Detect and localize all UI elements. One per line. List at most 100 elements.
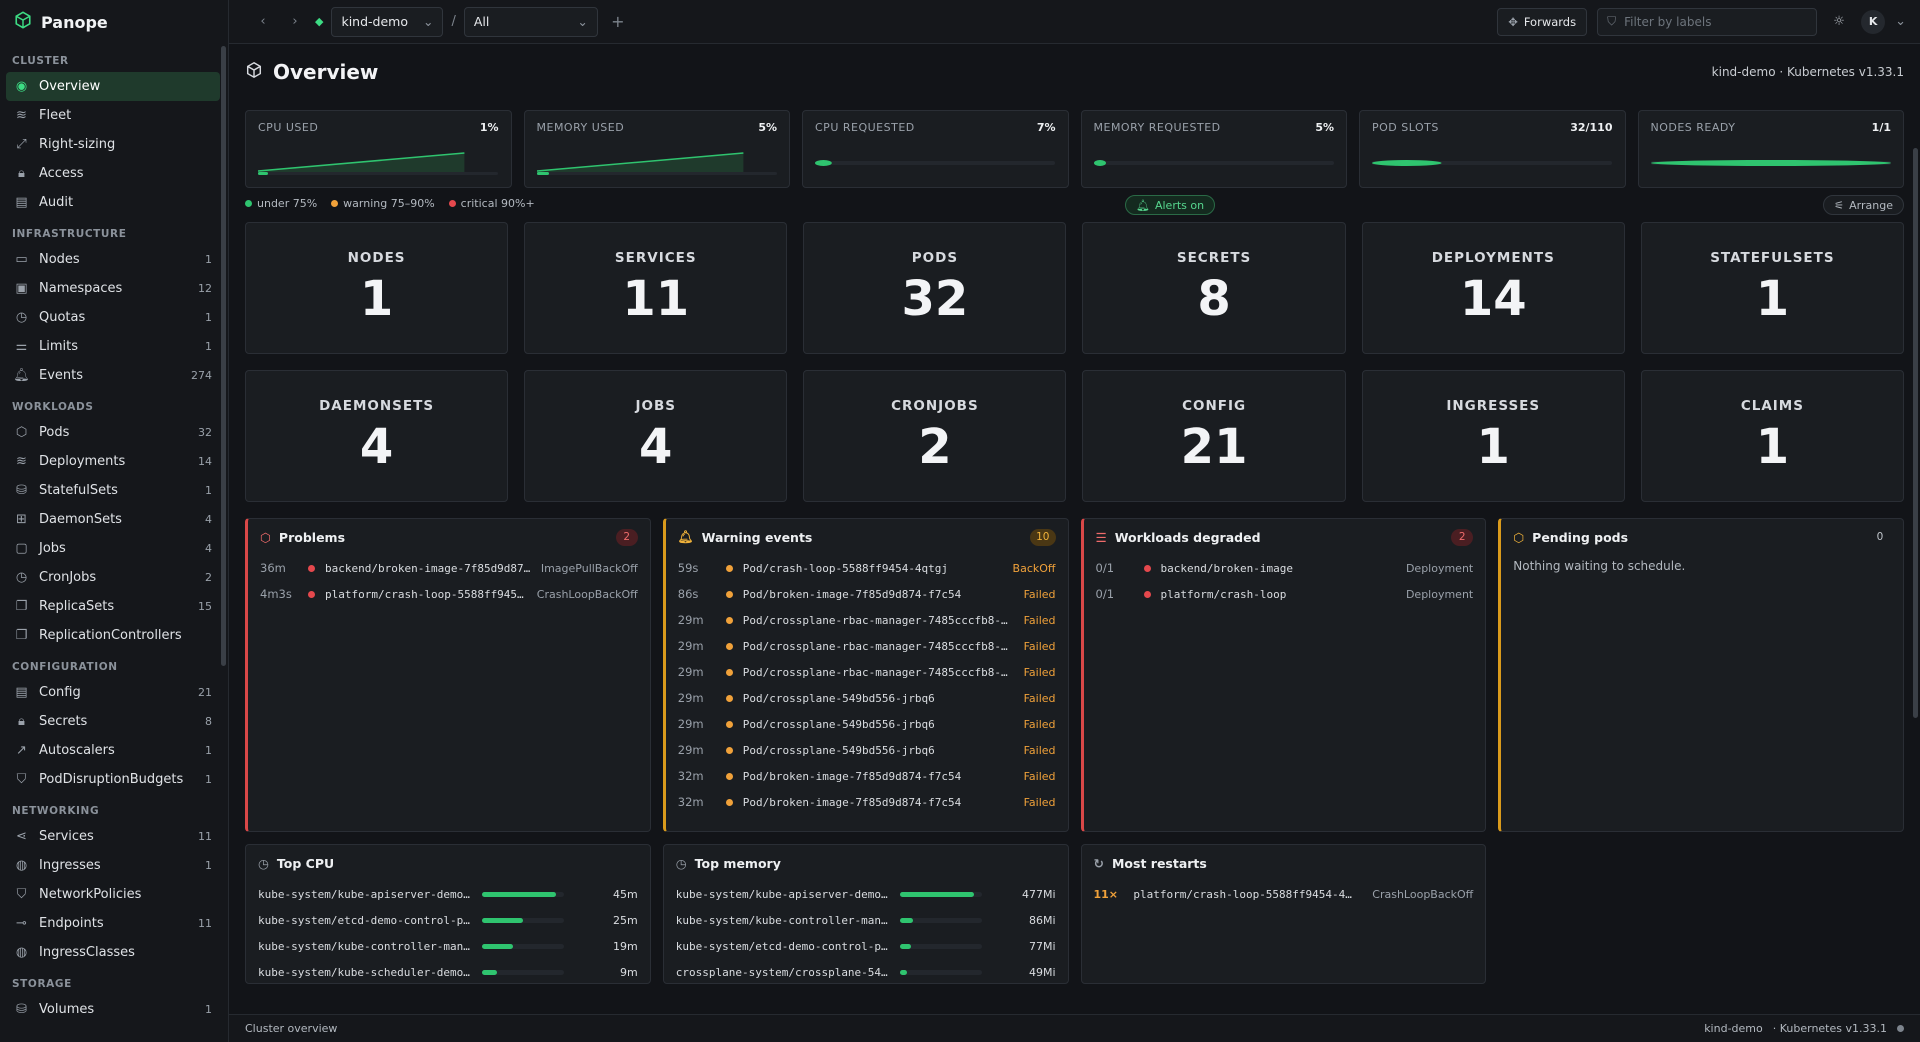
sidebar-item-services[interactable]: ⋖ Services 11 [6,822,220,851]
sidebar-item-cronjobs[interactable]: ◷ CronJobs 2 [6,563,220,592]
sidebar-item-jobs[interactable]: ▢ Jobs 4 [6,534,220,563]
chevron-down-icon[interactable]: ⌄ [1895,14,1906,29]
forward-icon[interactable]: › [292,14,298,29]
add-tab-icon[interactable]: + [611,12,625,31]
meter-value: 7% [1036,121,1056,134]
sidebar-item-secrets[interactable]: 🔒︎ Secrets 8 [6,707,220,736]
stat-card-daemonsets[interactable]: DAEMONSETS 4 [245,370,509,502]
stat-card-statefulsets[interactable]: STATEFULSETS 1 [1640,222,1904,354]
meter-track [815,161,1055,165]
list-item[interactable]: kube-system/etcd-demo-control-p… 77Mi [664,933,1068,959]
sidebar-item-label: Jobs [39,541,66,556]
stat-card-deployments[interactable]: DEPLOYMENTS 14 [1361,222,1625,354]
list-item[interactable]: 0/1 platform/crash-loop Deployment [1084,581,1486,607]
sidebar-item-overview[interactable]: ◉ Overview [6,72,220,101]
sidebar-item-ingressclasses[interactable]: ◍ IngressClasses [6,938,220,967]
context-select[interactable]: kind-demo ⌄ [331,6,444,37]
sidebar-item-quotas[interactable]: ◷ Quotas 1 [6,303,220,332]
meter-header: CPU REQUESTED 7% [815,121,1056,134]
status-dot-icon [725,772,733,780]
stat-card-jobs[interactable]: JOBS 4 [524,370,788,502]
sidebar-item-fleet[interactable]: ≋ Fleet [6,101,220,130]
list-item[interactable]: kube-system/kube-controller-man… 19m [246,933,650,959]
row-age: 29m [677,639,704,653]
avatar[interactable]: K [1861,9,1886,34]
stat-card-secrets[interactable]: SECRETS 8 [1082,222,1346,354]
list-item[interactable]: 29m Pod/crossplane-549bd556-jrbq6 Failed [666,685,1068,711]
sidebar-item-nodes[interactable]: ▭ Nodes 1 [6,245,220,274]
sidebar-item-events[interactable]: 🔔︎ Events 274 [6,361,220,390]
list-item[interactable]: 0/1 backend/broken-image Deployment [1084,555,1486,581]
app-name: Panope [41,12,108,32]
list-item[interactable]: 36m backend/broken-image-7f85d9d87… ImageP… [248,555,650,581]
sidebar-item-label: ReplicaSets [39,599,115,614]
row-name: backend/broken-image-7f85d9d87… [325,561,531,575]
list-item[interactable]: 29m Pod/crossplane-549bd556-jrbq6 Failed [666,711,1068,737]
filter-icon: ⛉ [1607,14,1617,28]
back-icon[interactable]: ‹ [260,14,266,29]
list-item[interactable]: 29m Pod/crossplane-549bd556-jrbq6 Failed [666,737,1068,763]
sidebar-item-limits[interactable]: ⚌ Limits 1 [6,332,220,361]
status-dot-icon [725,590,733,598]
meter-header: MEMORY USED 5% [537,121,778,134]
sidebar-item-volumes[interactable]: ⛁ Volumes 1 [6,995,220,1024]
grid-icon: ⊞ [16,512,27,527]
list-item[interactable]: kube-system/kube-apiserver-demo… 477Mi [664,881,1068,907]
sidebar-item-config[interactable]: ▤ Config 21 [6,678,220,707]
sidebar-item-replicationcontrollers[interactable]: ❐ ReplicationControllers [6,621,220,650]
list-item[interactable]: crossplane-system/crossplane-54… 49Mi [664,959,1068,983]
theme-toggle-sun-icon[interactable]: ☼ [1833,14,1845,29]
sidebar-item-autoscalers[interactable]: ↗ Autoscalers 1 [6,736,220,765]
label-filter-input[interactable]: ⛉ Filter by labels [1597,7,1818,36]
list-item[interactable]: 29m Pod/crossplane-rbac-manager-7485cccfb… [666,633,1068,659]
stat-card-services[interactable]: SERVICES 11 [524,222,788,354]
sidebar-item-right-sizing[interactable]: ⤢ Right-sizing [6,130,220,159]
stat-card-nodes[interactable]: NODES 1 [245,222,509,354]
arrange-label: Arrange [1849,198,1893,212]
stat-card-pods[interactable]: PODS 32 [803,222,1067,354]
list-item[interactable]: 59s Pod/crash-loop-5588ff9454-4qtgj BackOf… [666,555,1068,581]
stat-card-ingresses[interactable]: INGRESSES 1 [1361,370,1625,502]
list-item[interactable]: 11× platform/crash-loop-5588ff9454-4… Cras… [1082,881,1486,907]
list-item[interactable]: kube-system/kube-scheduler-demo… 9m [246,959,650,983]
brand[interactable]: Panope [0,0,228,44]
sidebar-item-statefulsets[interactable]: ⛁ StatefulSets 1 [6,476,220,505]
stat-card-claims[interactable]: CLAIMS 1 [1640,370,1904,502]
sidebar-item-count: 1 [205,253,212,266]
sidebar-item-replicasets[interactable]: ❐ ReplicaSets 15 [6,592,220,621]
sliders-icon: ⚟ [1834,198,1845,212]
sidebar-item-access[interactable]: 🔒︎ Access [6,159,220,188]
stat-card-config[interactable]: CONFIG 21 [1082,370,1346,502]
pending-count-badge: 0 [1876,531,1884,543]
namespace-select[interactable]: All ⌄ [463,6,598,37]
sidebar-item-deployments[interactable]: ≋ Deployments 14 [6,447,220,476]
sidebar-item-networkpolicies[interactable]: ⛉ NetworkPolicies [6,880,220,909]
sidebar-item-namespaces[interactable]: ▣ Namespaces 12 [6,274,220,303]
sidebar-scrollbar[interactable] [221,46,226,666]
warning-events-panel: 🔔︎ Warning events 10 59s Pod/crash-loop-5… [662,518,1069,832]
stat-card-cronjobs[interactable]: CRONJOBS 2 [803,370,1067,502]
list-item[interactable]: kube-system/kube-controller-man… 86Mi [664,907,1068,933]
list-item[interactable]: 29m Pod/crossplane-rbac-manager-7485cccfb… [666,607,1068,633]
sidebar-item-endpoints[interactable]: ⊸ Endpoints 11 [6,909,220,938]
row-reason: Failed [1023,691,1056,705]
sidebar-item-poddisruptionbudgets[interactable]: ⛉ PodDisruptionBudgets 1 [6,765,220,794]
list-item[interactable]: 32m Pod/broken-image-7f85d9d874-f7c54 Fail… [666,763,1068,789]
stat-label: CLAIMS [1740,398,1804,414]
sidebar-item-ingresses[interactable]: ◍ Ingresses 1 [6,851,220,880]
sidebar-item-pods[interactable]: ⬡ Pods 32 [6,418,220,447]
meter-fill [536,172,549,175]
forwards-button[interactable]: ✥ Forwards [1497,7,1588,36]
list-item[interactable]: 4m3s platform/crash-loop-5588ff945… CrashL… [248,581,650,607]
alerts-toggle[interactable]: 🔔︎ Alerts on [1125,195,1216,215]
list-item[interactable]: 29m Pod/crossplane-rbac-manager-7485cccfb… [666,659,1068,685]
list-item[interactable]: 86s Pod/broken-image-7f85d9d874-f7c54 Fail… [666,581,1068,607]
list-item[interactable]: kube-system/kube-apiserver-demo… 45m [246,881,650,907]
arrange-button[interactable]: ⚟ Arrange [1823,195,1904,215]
sidebar-item-daemonsets[interactable]: ⊞ DaemonSets 4 [6,505,220,534]
sidebar-section-title: WORKLOADS [12,401,94,413]
content-scrollbar[interactable] [1913,148,1918,718]
list-item[interactable]: 32m Pod/broken-image-7f85d9d874-f7c54 Fail… [666,789,1068,815]
list-item[interactable]: kube-system/etcd-demo-control-p… 25m [246,907,650,933]
sidebar-item-audit[interactable]: ▤ Audit [6,188,220,217]
